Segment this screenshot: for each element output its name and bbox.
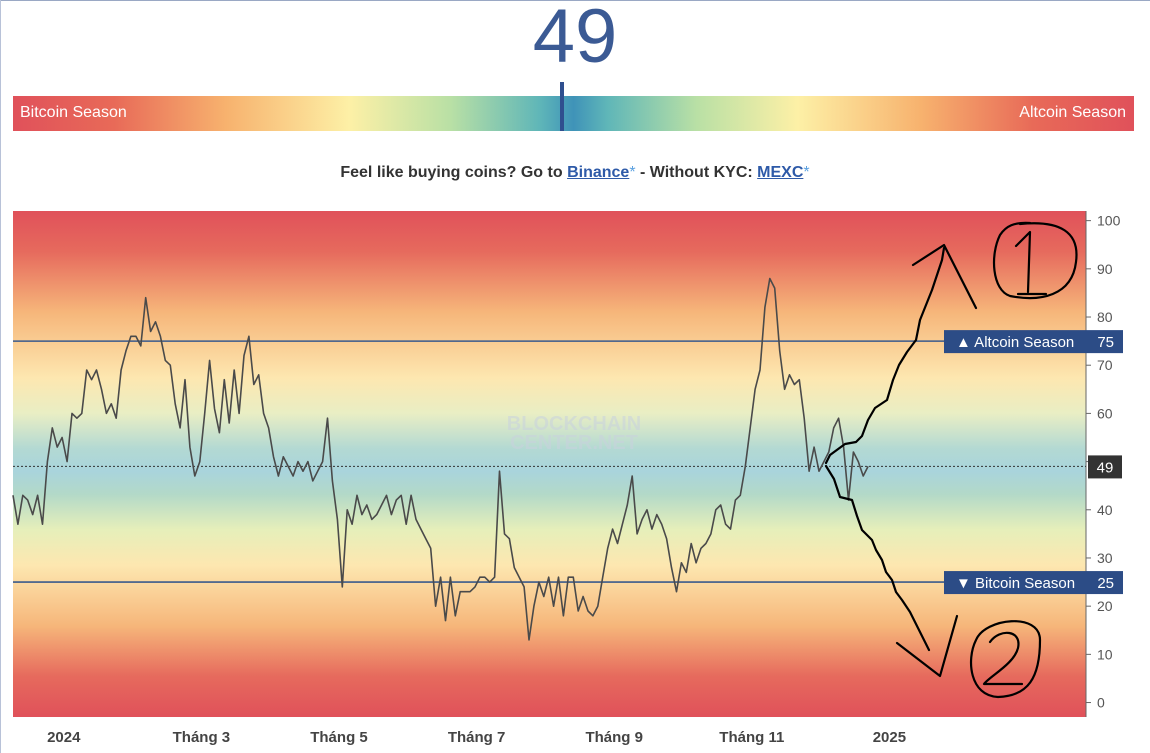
downward-arrow-path — [824, 464, 931, 652]
circle-1 — [993, 221, 1078, 300]
reference-label-box — [944, 571, 1123, 595]
reference-labels: ▲ Altcoin Season 75 ▼ Bitcoin Season 25 49 — [944, 330, 1123, 595]
upward-arrow-head — [911, 243, 978, 310]
reference-label-text: ▼ Bitcoin Season — [956, 575, 1075, 592]
y-tick-label: 90 — [1097, 261, 1113, 277]
promo-line: Feel like buying coins? Go to Binance* -… — [0, 164, 1150, 182]
watermark-line-1: BLOCKCHAIN — [507, 413, 641, 435]
y-tick-label: 0 — [1097, 695, 1105, 711]
y-tick-label: 20 — [1097, 598, 1113, 614]
frame-top-border — [0, 0, 1150, 1]
reference-label-text: ▲ Altcoin Season — [956, 334, 1074, 351]
binance-star: * — [629, 164, 636, 181]
x-tick-label: Tháng 9 — [585, 729, 643, 746]
index-needle — [560, 82, 565, 131]
promo-middle: - Without KYC: — [635, 164, 758, 181]
reference-label-value: 25 — [1097, 575, 1114, 592]
x-tick-label: Tháng 7 — [448, 729, 506, 746]
x-tick-label: 2025 — [873, 729, 906, 746]
season-gradient-bar — [13, 96, 1134, 131]
bitcoin-season-label: Bitcoin Season — [20, 104, 127, 121]
x-tick-label: 2024 — [47, 729, 81, 746]
current-value-badge — [1088, 455, 1122, 479]
y-tick-label: 40 — [1097, 502, 1113, 518]
series-line — [12, 277, 869, 641]
annotation-digit-1-path — [1014, 230, 1048, 296]
y-tick-label: 10 — [1097, 646, 1113, 662]
y-tick-label: 100 — [1097, 213, 1121, 229]
y-tick-label: 30 — [1097, 550, 1113, 566]
chart-background — [13, 211, 1086, 717]
frame-left-border — [0, 0, 1, 753]
x-axis-panel — [13, 717, 1134, 753]
current-value-text: 49 — [1097, 459, 1114, 476]
binance-link[interactable]: Binance — [567, 164, 630, 181]
downward-arrow-head — [895, 614, 959, 678]
x-axis-ticks: 2024 Tháng 3 Tháng 5 Tháng 7 Tháng 9 Tháng 11… — [47, 729, 906, 746]
y-tick-label: 80 — [1097, 309, 1113, 325]
reference-label-box — [944, 330, 1123, 354]
altcoin-season-label: Altcoin Season — [1019, 104, 1126, 121]
annotation-digit-2-path — [982, 631, 1024, 686]
y-tick-label: 70 — [1097, 357, 1113, 373]
circle-2 — [969, 620, 1042, 699]
x-tick-label: Tháng 5 — [310, 729, 368, 746]
upward-arrow-path — [824, 246, 946, 465]
mexc-link[interactable]: MEXC — [757, 164, 804, 181]
index-value: 49 — [532, 0, 618, 79]
y-tick-label: 60 — [1097, 405, 1113, 421]
x-tick-label: Tháng 11 — [719, 729, 784, 746]
series-group — [12, 277, 869, 641]
watermark-line-2: CENTER.NET — [510, 432, 638, 454]
reference-label-value: 75 — [1097, 334, 1114, 351]
mexc-star: * — [803, 164, 810, 181]
x-tick-label: Tháng 3 — [173, 729, 231, 746]
hand-annotations — [824, 221, 1078, 699]
promo-prefix: Feel like buying coins? Go to — [340, 164, 568, 181]
